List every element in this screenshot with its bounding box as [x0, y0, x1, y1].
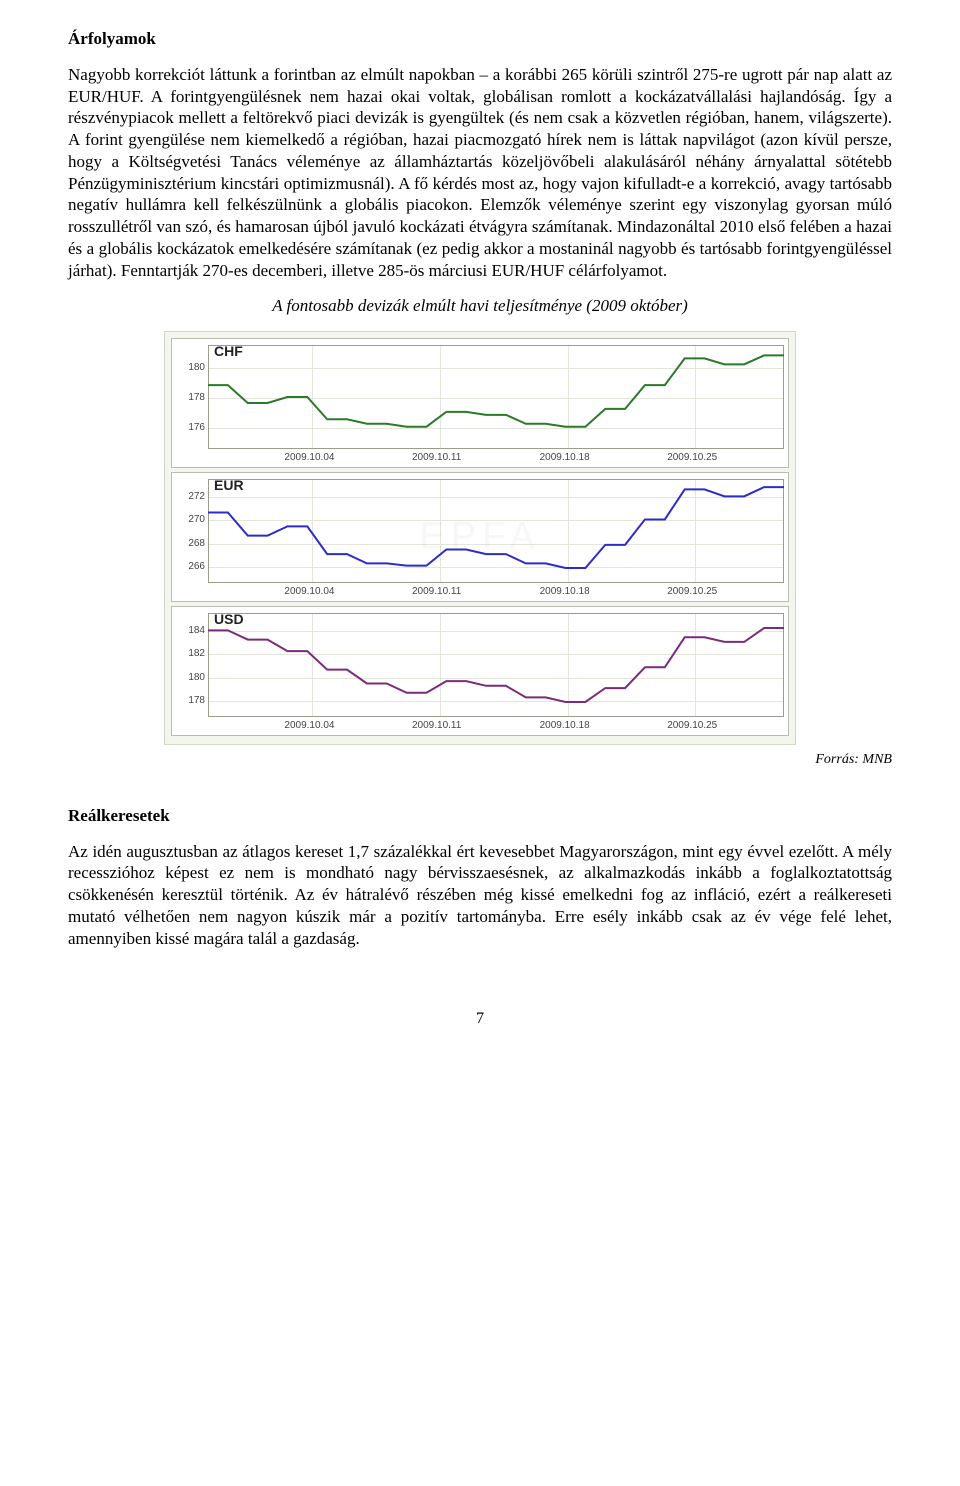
y-tick-label: 182	[175, 648, 205, 661]
section-para-2: Az idén augusztusban az átlagos kereset …	[68, 841, 892, 950]
y-tick-label: 178	[175, 392, 205, 405]
x-tick-label: 2009.10.18	[540, 586, 590, 599]
y-tick-label: 184	[175, 625, 205, 638]
chart-caption: A fontosabb devizák elmúlt havi teljesít…	[68, 295, 892, 317]
chart-eur: EUR2662682702722009.10.042009.10.112009.…	[171, 472, 789, 602]
x-tick-label: 2009.10.11	[412, 720, 461, 733]
x-tick-label: 2009.10.18	[540, 452, 590, 465]
x-tick-label: 2009.10.25	[667, 452, 717, 465]
chart-usd: USD1781801821842009.10.042009.10.112009.…	[171, 606, 789, 736]
x-tick-label: 2009.10.04	[284, 720, 334, 733]
page-number: 7	[68, 1009, 892, 1029]
x-tick-label: 2009.10.25	[667, 586, 717, 599]
y-tick-label: 266	[175, 561, 205, 574]
y-tick-label: 176	[175, 422, 205, 435]
x-tick-label: 2009.10.25	[667, 720, 717, 733]
x-tick-label: 2009.10.18	[540, 720, 590, 733]
y-tick-label: 180	[175, 672, 205, 685]
section-para-1: Nagyobb korrekciót láttunk a forintban a…	[68, 64, 892, 282]
y-tick-label: 180	[175, 362, 205, 375]
chart-source: Forrás: MNB	[68, 751, 892, 769]
x-tick-label: 2009.10.04	[284, 586, 334, 599]
section-heading-1: Árfolyamok	[68, 28, 892, 50]
x-tick-label: 2009.10.11	[412, 452, 461, 465]
line-usd	[208, 613, 784, 717]
x-tick-label: 2009.10.11	[412, 586, 461, 599]
y-tick-label: 268	[175, 538, 205, 551]
x-tick-label: 2009.10.04	[284, 452, 334, 465]
chart-container: CHF1761781802009.10.042009.10.112009.10.…	[164, 331, 796, 745]
y-tick-label: 272	[175, 491, 205, 504]
chart-chf: CHF1761781802009.10.042009.10.112009.10.…	[171, 338, 789, 468]
y-tick-label: 178	[175, 695, 205, 708]
y-tick-label: 270	[175, 514, 205, 527]
line-eur	[208, 479, 784, 583]
section-heading-2: Reálkeresetek	[68, 805, 892, 827]
line-chf	[208, 345, 784, 449]
